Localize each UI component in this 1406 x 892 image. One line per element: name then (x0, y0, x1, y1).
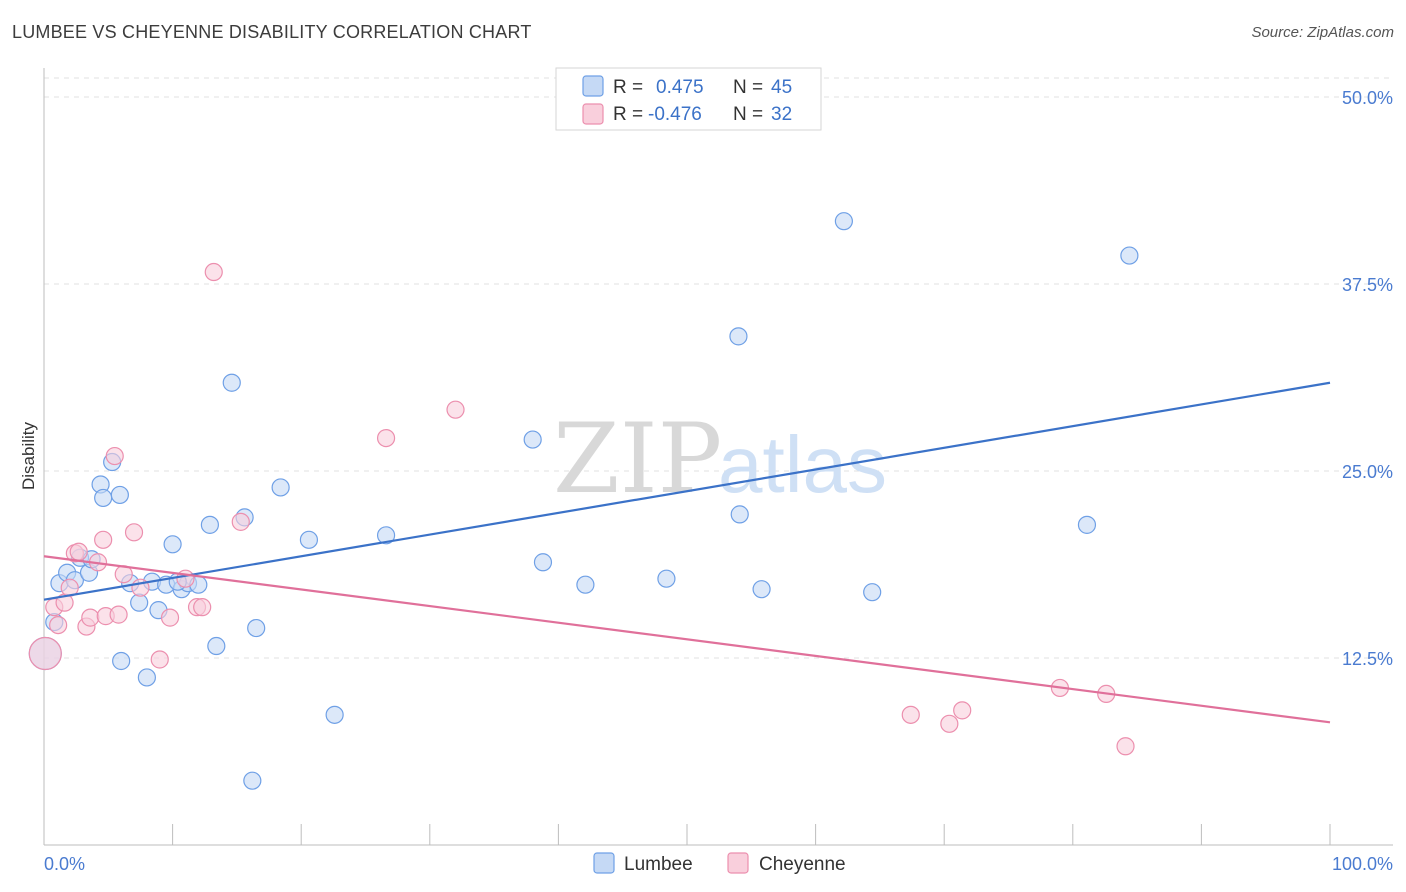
data-point-cheyenne (901, 705, 920, 724)
data-point-cheyenne (150, 650, 169, 669)
chart-source: Source: ZipAtlas.com (1251, 24, 1394, 41)
series-legend-label-lumbee: Lumbee (624, 854, 693, 875)
legend-n-value-cheyenne: 32 (771, 104, 792, 125)
data-point-cheyenne (81, 608, 100, 627)
data-point-lumbee (207, 636, 226, 656)
chart-title: LUMBEE VS CHEYENNE DISABILITY CORRELATIO… (12, 22, 532, 42)
data-point-lumbee (730, 505, 749, 524)
data-point-cheyenne (940, 714, 959, 733)
y-tick-label: 37.5% (1342, 275, 1393, 295)
grid-lines (44, 77, 1393, 659)
watermark-zip: ZIP (553, 403, 722, 515)
data-point-lumbee (200, 515, 219, 534)
trend-lines (43, 381, 1331, 724)
data-point-lumbee (163, 535, 182, 554)
legend-r-value-cheyenne: -0.476 (648, 104, 702, 125)
watermark-atlas: atlas (718, 420, 887, 509)
trend-line-cheyenne (43, 555, 1331, 724)
data-point-lumbee (243, 771, 262, 790)
legend-swatch-cheyenne (582, 103, 604, 125)
correlation-legend: R = 0.475 N = 45 R = -0.476 N = 32 (555, 67, 822, 131)
y-tick-label: 50.0% (1342, 88, 1393, 108)
data-point-cheyenne (94, 530, 113, 549)
data-point-lumbee (729, 327, 748, 346)
data-point-cheyenne (446, 400, 465, 419)
axes (43, 68, 1393, 846)
data-point-cheyenne (193, 598, 212, 617)
x-tick-label-max: 100.0% (1332, 854, 1393, 874)
legend-r-value-lumbee: 0.475 (656, 77, 704, 98)
data-point-lumbee (112, 651, 131, 671)
series-legend: Lumbee Cheyenne (593, 852, 846, 875)
data-point-lumbee (325, 705, 344, 724)
data-point-lumbee (576, 575, 595, 594)
x-tick-labels: 0.0% 100.0% (44, 854, 1393, 874)
legend-swatch-lumbee (582, 75, 604, 97)
trend-line-lumbee (43, 381, 1331, 601)
data-point-cheyenne (1116, 737, 1135, 756)
watermark: ZIP atlas (553, 403, 887, 515)
data-point-cheyenne (69, 542, 88, 561)
series-legend-swatch-cheyenne (727, 852, 749, 874)
y-axis-label: Disability (19, 421, 38, 490)
data-point-cheyenne (105, 446, 124, 466)
x-tick-label-min: 0.0% (44, 854, 85, 874)
data-point-cheyenne (953, 701, 972, 720)
series-legend-label-cheyenne: Cheyenne (759, 854, 846, 875)
data-point-lumbee (130, 593, 149, 612)
data-point-lumbee (863, 583, 882, 602)
legend-r-label-cheyenne: R = (613, 104, 643, 125)
data-point-lumbee (376, 526, 396, 545)
data-point-lumbee (271, 478, 290, 497)
data-point-lumbee (1077, 515, 1097, 534)
data-point-lumbee (110, 485, 129, 505)
data-point-lumbee (94, 488, 113, 508)
data-point-cheyenne (204, 262, 223, 282)
data-point-lumbee (523, 430, 542, 449)
data-point-cheyenne (124, 523, 144, 542)
series-legend-swatch-lumbee (593, 852, 615, 874)
y-tick-label: 12.5% (1342, 649, 1393, 669)
data-point-lumbee (299, 530, 319, 549)
data-point-lumbee (834, 212, 853, 231)
data-point-lumbee (533, 553, 553, 572)
data-point-lumbee (222, 373, 241, 392)
data-point-cheyenne (109, 605, 128, 624)
data-point-lumbee (137, 668, 156, 687)
legend-n-label-cheyenne: N = (733, 104, 763, 125)
data-point-cheyenne (160, 608, 180, 627)
legend-r-label-lumbee: R = (613, 77, 643, 98)
data-point-cheyenne (376, 428, 396, 448)
data-point-lumbee (752, 580, 771, 599)
data-point-lumbee (1120, 246, 1139, 265)
data-point-cheyenne (231, 512, 250, 531)
y-tick-label: 25.0% (1342, 462, 1393, 482)
data-point-lumbee (657, 569, 676, 588)
data-point-lumbee (247, 618, 266, 638)
y-tick-labels: 12.5% 25.0% 37.5% 50.0% (1342, 88, 1393, 669)
data-point-cheyenne (49, 615, 68, 635)
legend-n-label-lumbee: N = (733, 77, 763, 98)
data-point-cheyenne (28, 636, 62, 671)
legend-n-value-lumbee: 45 (771, 77, 792, 98)
